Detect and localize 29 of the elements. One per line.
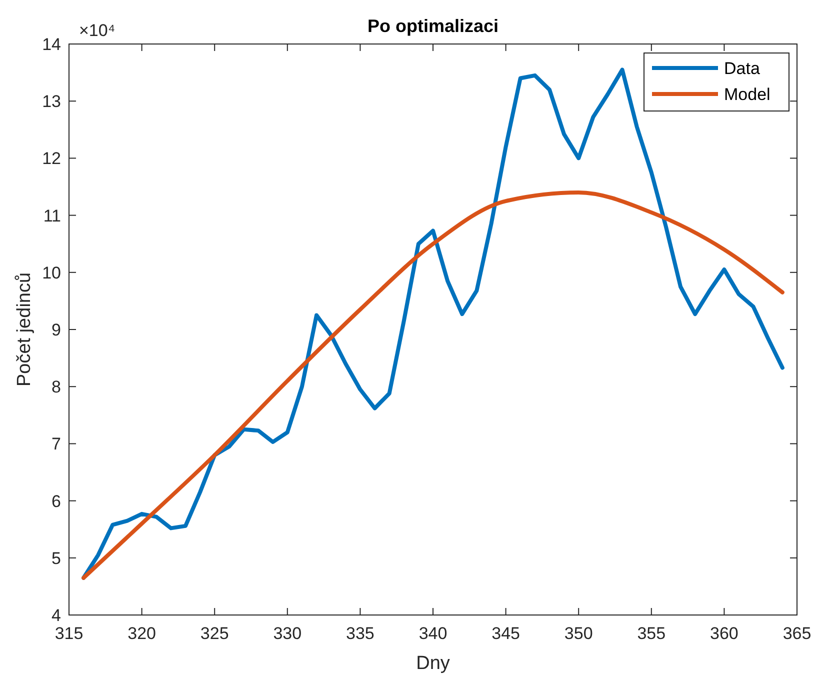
x-tick-label: 345: [492, 624, 520, 643]
x-tick-label: 335: [346, 624, 374, 643]
y-tick-label: 8: [52, 378, 61, 397]
y-tick-label: 12: [42, 149, 61, 168]
x-axis-title: Dny: [416, 653, 450, 674]
x-tick-label: 340: [418, 624, 448, 643]
y-tick-label: 6: [52, 492, 61, 511]
y-tick-label: 4: [52, 606, 61, 625]
line-series: [82, 190, 784, 580]
y-tick-label: 14: [42, 35, 61, 54]
y-tick-label: 5: [52, 548, 61, 568]
chart-title: Po optimalizaci: [367, 16, 499, 36]
x-tick-label: 320: [128, 624, 156, 643]
x-tick-label: 315: [54, 624, 84, 643]
x-tick-label: 325: [200, 624, 229, 643]
y-tick-label: 13: [42, 92, 61, 112]
y-tick-label: 10: [42, 263, 61, 282]
y-tick-label: 9: [52, 320, 61, 340]
x-tick-label: 360: [710, 624, 738, 643]
x-tick-label: 350: [564, 624, 593, 643]
y-tick-label: 11: [43, 206, 61, 226]
y-axis-title: Počet jedinců: [14, 272, 35, 387]
x-tick-label: 330: [273, 624, 302, 643]
y-tick-label: 7: [52, 434, 61, 454]
legend-label: Model: [724, 85, 770, 104]
x-tick-label: 365: [782, 624, 812, 643]
x-tick-label: 355: [637, 624, 666, 643]
legend-label: Data: [724, 59, 760, 78]
text: ×10⁴: [79, 21, 116, 40]
